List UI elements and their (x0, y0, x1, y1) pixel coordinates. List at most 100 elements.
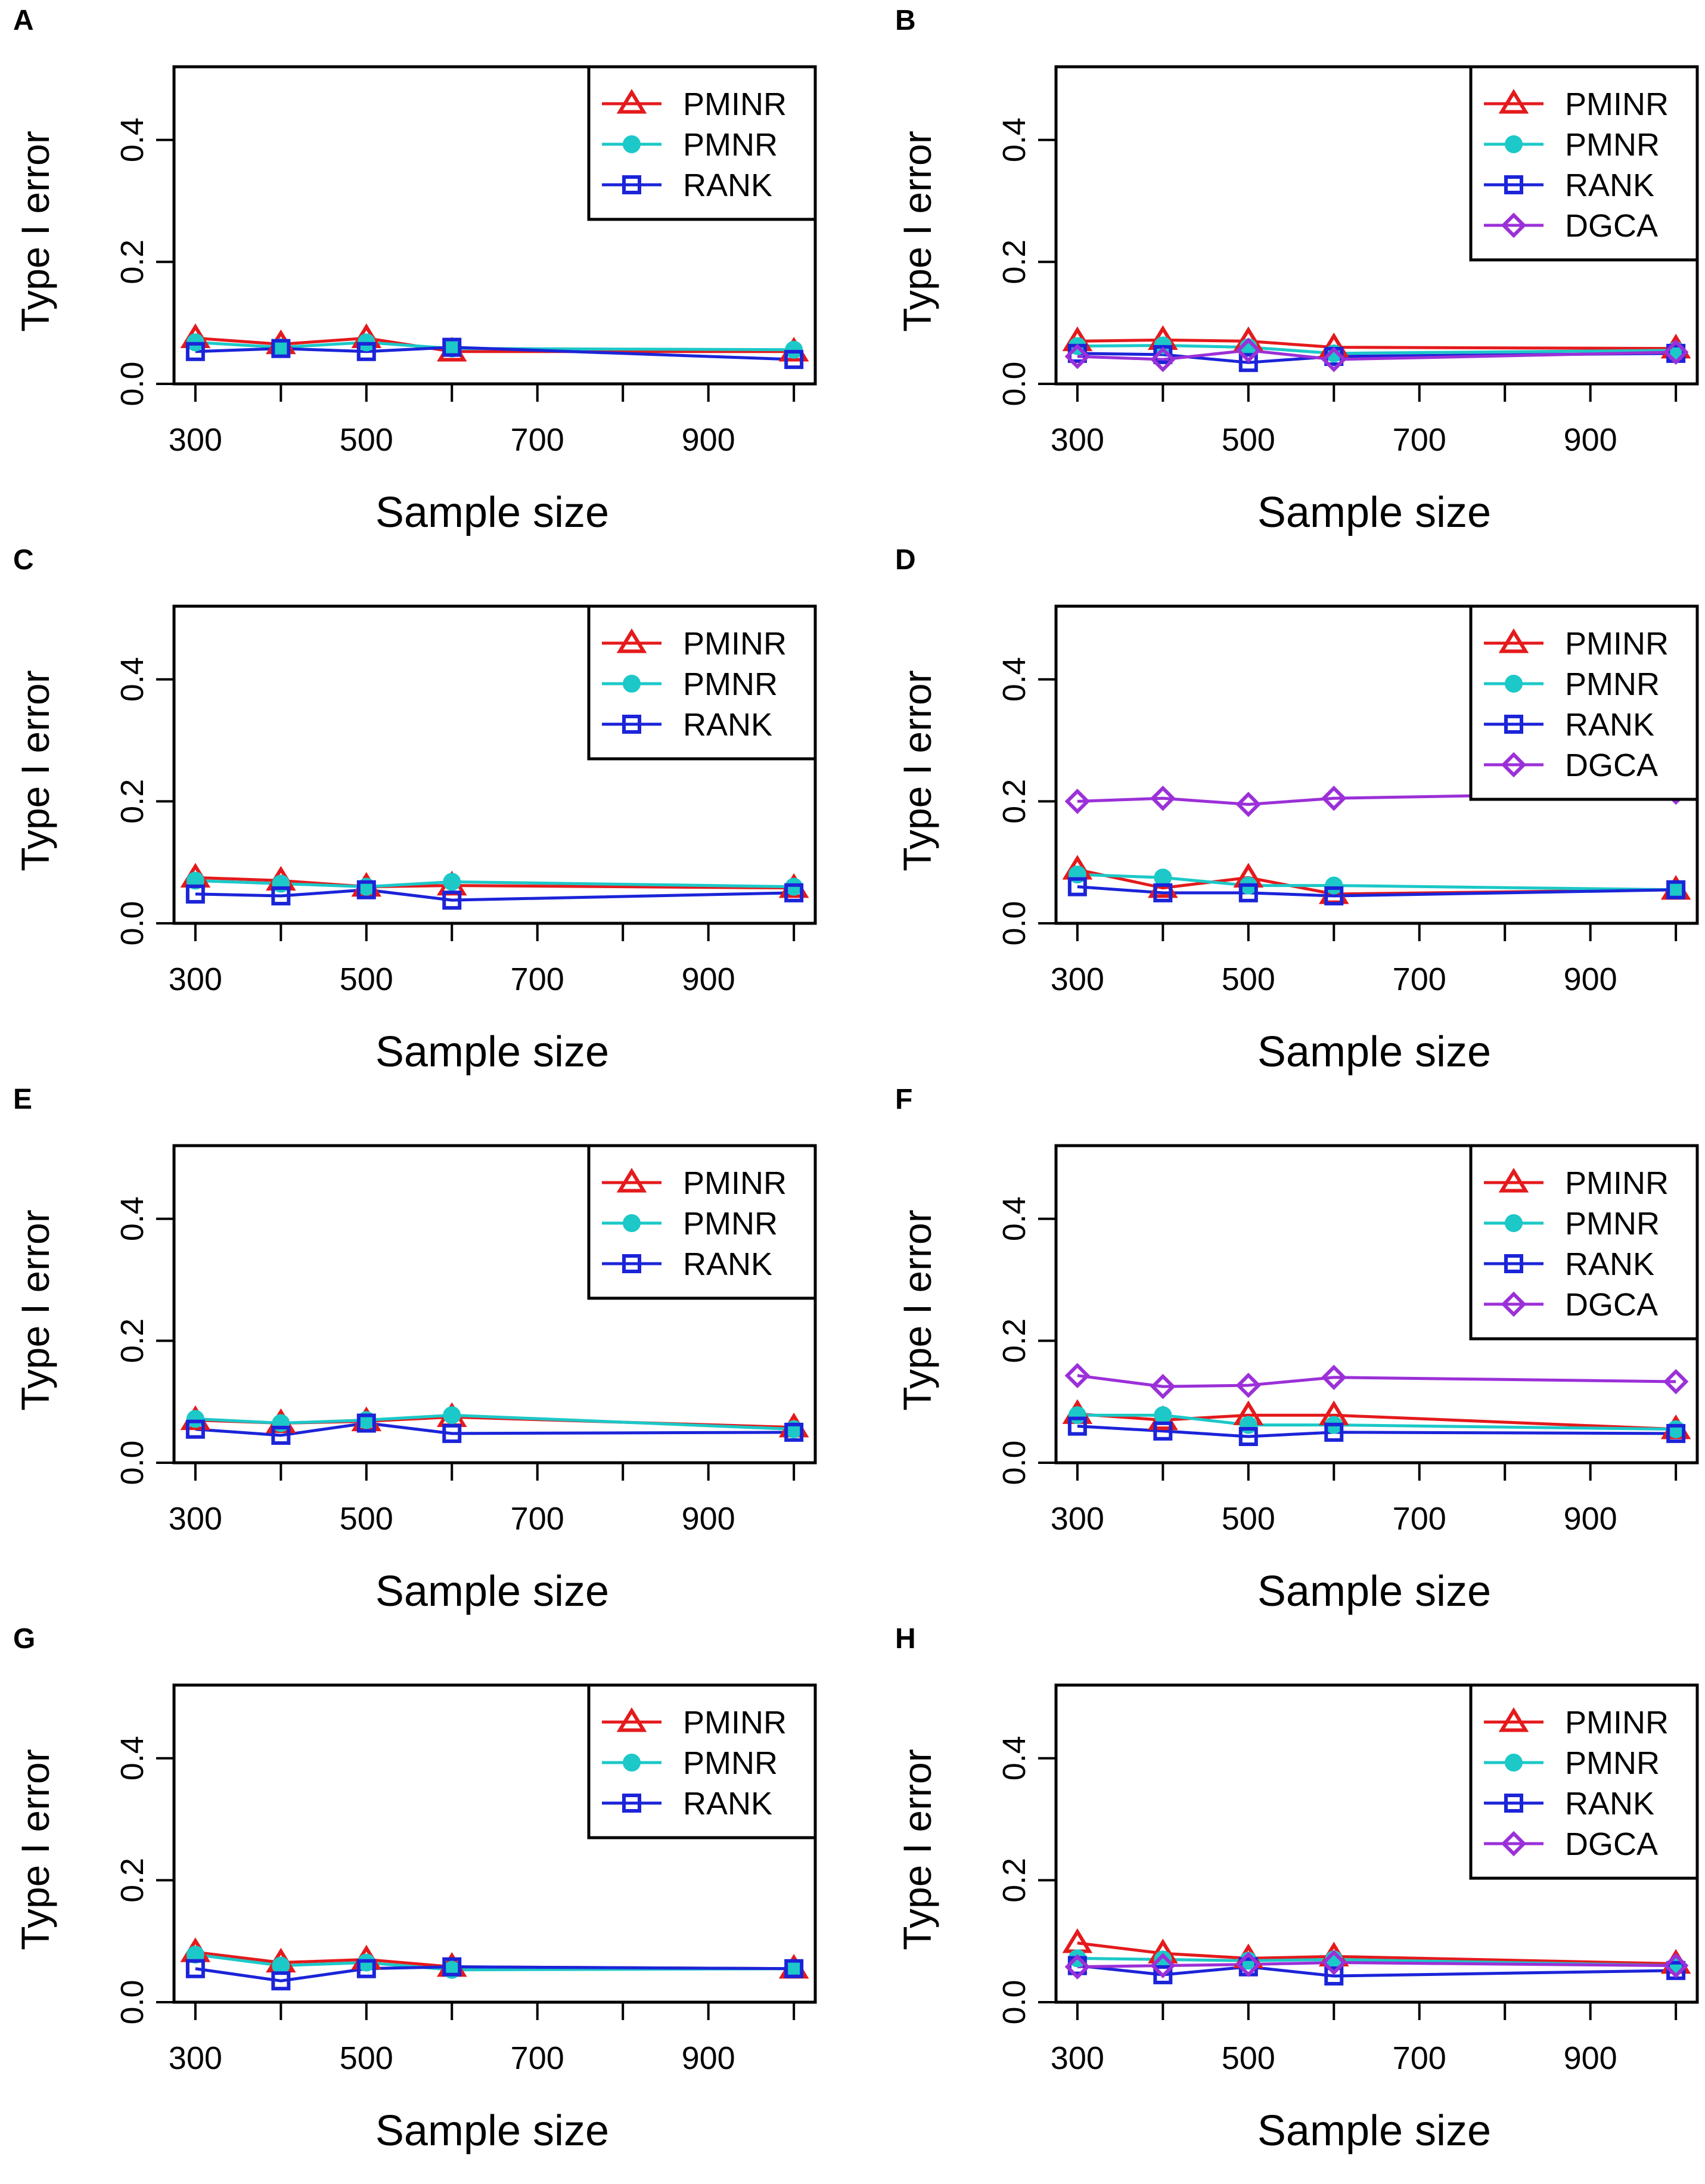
plot-box (172, 1683, 817, 2004)
data-point-rank (185, 1419, 205, 1439)
legend-marker-pminr (616, 1707, 647, 1732)
panels: A 0.0 0.2 0.4 Type I error 300 500 700 900 Sample… (13, 5, 1699, 2155)
legend-label-pmnr: PMNR (683, 1206, 778, 1242)
legend-marker-pminr (1498, 1707, 1529, 1732)
y-tick-label: 0.0 (996, 1440, 1032, 1485)
legend-marker-dgca (1501, 1831, 1527, 1857)
data-point-rank (356, 342, 376, 361)
panel-d: D 0.0 0.2 0.4 Type I error 300 500 700 900 Sample… (895, 544, 1699, 1076)
legend: PMINR PMNR RANK (587, 1683, 817, 1839)
data-point-rank (784, 350, 804, 370)
panel-b: B 0.0 0.2 0.4 Type I error 300 500 700 900 Sample… (895, 5, 1699, 536)
legend-label-dgca: DGCA (1565, 1826, 1658, 1862)
x-axis-title: Sample size (375, 1568, 609, 1615)
data-point-rank (1324, 1422, 1344, 1442)
x-tick-label: 900 (682, 961, 735, 997)
legend: PMINR PMNR RANK DGCA (1469, 1144, 1699, 1341)
y-tick-label: 0.0 (114, 361, 150, 406)
y-tick-label: 0.0 (114, 901, 150, 945)
x-tick-label: 900 (682, 2040, 735, 2076)
panel-label: E (13, 1084, 32, 1115)
y-axis: 0.0 0.2 0.4 (114, 657, 174, 946)
legend-marker-pmnr (1505, 135, 1523, 153)
x-axis: 300 500 700 900 (1051, 384, 1678, 458)
x-axis-title: Sample size (375, 1028, 609, 1076)
y-tick-label: 0.4 (996, 1196, 1032, 1241)
legend-label-pminr: PMINR (683, 1705, 787, 1741)
legend-label-dgca: DGCA (1565, 1287, 1658, 1323)
y-axis-title: Type I error (13, 1209, 57, 1410)
panel-f: F 0.0 0.2 0.4 Type I error 300 500 700 900 Sample… (895, 1084, 1699, 1615)
x-tick-label: 700 (1393, 1501, 1446, 1537)
legend-label-pminr: PMINR (683, 86, 787, 122)
x-axis: 300 500 700 900 (1051, 923, 1678, 997)
legend-marker-pminr (1498, 89, 1529, 114)
data-point-rank (1238, 353, 1258, 373)
data-point-pmnr (1239, 1416, 1257, 1434)
x-tick-label: 700 (511, 961, 564, 997)
x-tick-label: 300 (1051, 2040, 1104, 2076)
legend: PMINR PMNR RANK DGCA (1469, 604, 1699, 801)
x-tick-label: 300 (1051, 422, 1104, 458)
x-tick-label: 500 (340, 1501, 393, 1537)
panel-label: G (13, 1623, 35, 1655)
legend-label-pminr: PMINR (683, 1165, 787, 1201)
legend-label-pmnr: PMNR (1565, 1206, 1660, 1242)
series-line-rank (195, 346, 794, 361)
y-axis: 0.0 0.2 0.4 (996, 117, 1056, 407)
legend-marker-dgca (1501, 212, 1527, 238)
legend-marker-rank (1504, 1254, 1523, 1273)
legend-marker-pmnr (1505, 1754, 1523, 1772)
legend-marker-pmnr (1505, 675, 1523, 693)
data-point-dgca (1321, 1364, 1347, 1391)
x-tick-label: 300 (1051, 961, 1104, 997)
y-axis: 0.0 0.2 0.4 (996, 657, 1056, 946)
panel-g: G 0.0 0.2 0.4 Type I error 300 500 700 900 Sample… (13, 1623, 817, 2155)
y-axis-title: Type I error (13, 1749, 57, 1950)
data-point-rank (271, 1425, 291, 1445)
data-point-rank (271, 1971, 291, 1991)
legend-marker-pmnr (623, 675, 641, 693)
data-point-pmnr (186, 1410, 204, 1428)
plot-box (172, 65, 817, 386)
legend-label-rank: RANK (683, 1246, 772, 1282)
series-line-rank (1077, 1425, 1676, 1438)
y-tick-label: 0.4 (114, 1736, 150, 1780)
data-point-dgca (1150, 346, 1176, 373)
y-tick-label: 0.2 (996, 1319, 1032, 1363)
y-axis-title: Type I error (895, 1749, 939, 1950)
legend-marker-rank (622, 175, 641, 194)
legend-marker-rank (622, 1254, 641, 1273)
data-point-rank (185, 1959, 205, 1978)
x-tick-label: 300 (169, 422, 222, 458)
x-tick-label: 900 (1564, 422, 1617, 458)
panel-label: B (895, 5, 916, 36)
legend-marker-dgca (1501, 752, 1527, 778)
data-point-rank (1666, 1423, 1686, 1443)
data-point-rank (784, 1422, 804, 1442)
plot-area (1062, 325, 1691, 373)
plot-area (180, 323, 809, 370)
x-axis: 300 500 700 900 (169, 923, 796, 997)
data-point-pmnr (1154, 1406, 1172, 1425)
x-tick-label: 300 (1051, 1501, 1104, 1537)
legend-marker-pminr (616, 1168, 647, 1193)
y-tick-label: 0.4 (114, 117, 150, 162)
y-axis-title: Type I error (895, 131, 939, 331)
x-tick-label: 300 (169, 1501, 222, 1537)
panel-a: A 0.0 0.2 0.4 Type I error 300 500 700 900 Sample… (13, 5, 817, 536)
legend-label-dgca: DGCA (1565, 208, 1658, 244)
data-point-dgca (1235, 1952, 1262, 1977)
legend: PMINR PMNR RANK (587, 1144, 817, 1300)
series-line-dgca (1077, 790, 1676, 806)
data-point-rank (442, 337, 462, 357)
plot-area (180, 863, 809, 910)
y-tick-label: 0.2 (114, 779, 150, 824)
legend-label-pminr: PMINR (1565, 1705, 1669, 1741)
legend-marker-rank (1504, 175, 1523, 194)
legend-label-pmnr: PMNR (1565, 666, 1660, 702)
plot-box (172, 1144, 817, 1465)
panel-c: C 0.0 0.2 0.4 Type I error 300 500 700 900 Sample… (13, 544, 817, 1076)
